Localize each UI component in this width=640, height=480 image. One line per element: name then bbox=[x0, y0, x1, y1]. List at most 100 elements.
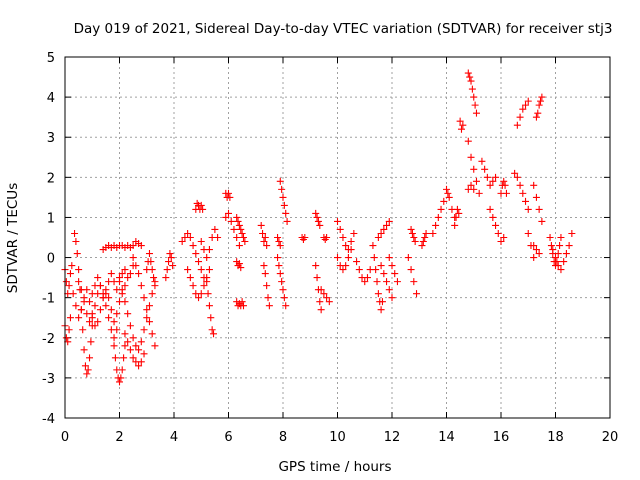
data-point bbox=[75, 278, 83, 286]
data-point bbox=[140, 326, 148, 334]
data-point bbox=[75, 314, 83, 322]
data-point bbox=[502, 189, 510, 197]
data-point bbox=[111, 354, 119, 362]
data-point bbox=[195, 258, 203, 266]
x-axis-label: GPS time / hours bbox=[278, 459, 391, 475]
series-arc-06 bbox=[99, 238, 145, 254]
series-arc-54 bbox=[513, 97, 532, 129]
data-point bbox=[124, 338, 132, 346]
data-point bbox=[62, 334, 70, 342]
data-point bbox=[524, 205, 532, 213]
data-point bbox=[83, 310, 91, 318]
data-point bbox=[151, 342, 159, 350]
series-arc-35 bbox=[334, 246, 355, 274]
data-point bbox=[275, 262, 283, 270]
grid bbox=[65, 57, 610, 418]
data-point bbox=[225, 189, 232, 197]
series-arc-44 bbox=[429, 197, 448, 237]
data-point bbox=[317, 286, 325, 294]
data-point bbox=[129, 242, 137, 250]
data-point bbox=[347, 246, 355, 254]
series-arc-55 bbox=[511, 169, 532, 213]
series-arc-59 bbox=[530, 242, 543, 258]
data-point bbox=[121, 298, 129, 306]
series-arc-46 bbox=[451, 205, 463, 229]
data-point bbox=[88, 290, 96, 298]
data-point bbox=[380, 270, 388, 278]
data-point bbox=[388, 294, 396, 302]
data-point bbox=[257, 221, 265, 229]
data-point bbox=[102, 290, 110, 298]
data-point bbox=[385, 286, 393, 294]
data-point bbox=[71, 229, 79, 237]
data-point bbox=[205, 246, 213, 254]
data-point bbox=[162, 274, 170, 282]
data-point bbox=[361, 278, 369, 286]
data-point bbox=[553, 258, 561, 266]
data-point bbox=[135, 270, 143, 278]
data-point bbox=[121, 342, 129, 350]
data-point bbox=[91, 302, 99, 310]
data-point bbox=[140, 350, 148, 358]
data-point bbox=[129, 354, 137, 362]
series-arc-47 bbox=[456, 117, 467, 133]
series-arc-39 bbox=[377, 262, 396, 302]
data-point bbox=[234, 217, 242, 225]
data-point bbox=[385, 254, 393, 262]
data-point bbox=[418, 242, 426, 250]
data-point bbox=[280, 201, 288, 209]
series-arc-31 bbox=[312, 262, 325, 314]
data-point bbox=[538, 217, 546, 225]
data-point bbox=[195, 294, 203, 302]
data-point bbox=[497, 238, 505, 246]
series-arc-41 bbox=[404, 254, 421, 298]
data-point bbox=[552, 254, 559, 262]
data-point bbox=[189, 242, 197, 250]
data-point bbox=[189, 282, 197, 290]
data-point bbox=[65, 326, 73, 334]
data-point bbox=[282, 209, 290, 217]
data-point bbox=[124, 274, 132, 282]
data-point bbox=[472, 177, 480, 185]
data-point bbox=[197, 266, 205, 274]
data-point bbox=[91, 322, 99, 330]
data-point bbox=[560, 258, 568, 266]
data-point bbox=[278, 185, 286, 193]
data-point bbox=[279, 286, 287, 294]
y-axis-label: SDTVAR / TECUs bbox=[5, 183, 21, 293]
data-point bbox=[339, 266, 347, 274]
data-point bbox=[464, 69, 472, 77]
series-arc-40 bbox=[385, 254, 401, 286]
data-point bbox=[205, 302, 213, 310]
data-point bbox=[313, 274, 321, 282]
data-point bbox=[511, 169, 519, 177]
series-arc-12 bbox=[143, 250, 159, 290]
data-point bbox=[126, 322, 134, 330]
x-tick-label: 10 bbox=[329, 430, 346, 445]
data-point bbox=[233, 234, 241, 241]
data-point bbox=[532, 113, 540, 121]
data-point bbox=[165, 258, 173, 266]
data-point bbox=[72, 302, 80, 310]
data-point bbox=[404, 254, 412, 262]
data-point bbox=[313, 213, 321, 221]
data-point bbox=[88, 314, 96, 322]
data-point bbox=[230, 225, 238, 233]
data-point bbox=[118, 366, 126, 374]
data-point bbox=[274, 234, 282, 241]
data-point bbox=[148, 266, 156, 274]
series-arc-53 bbox=[497, 177, 510, 197]
data-point bbox=[211, 225, 219, 233]
data-point bbox=[276, 270, 284, 278]
data-point bbox=[471, 101, 479, 109]
y-tick-label: -3 bbox=[42, 372, 55, 387]
data-point bbox=[451, 221, 459, 229]
data-point bbox=[486, 181, 494, 189]
data-point bbox=[239, 234, 247, 241]
data-point bbox=[110, 334, 118, 342]
data-point bbox=[373, 278, 381, 286]
data-point bbox=[276, 177, 284, 185]
data-point bbox=[107, 270, 115, 278]
data-point bbox=[380, 225, 388, 233]
